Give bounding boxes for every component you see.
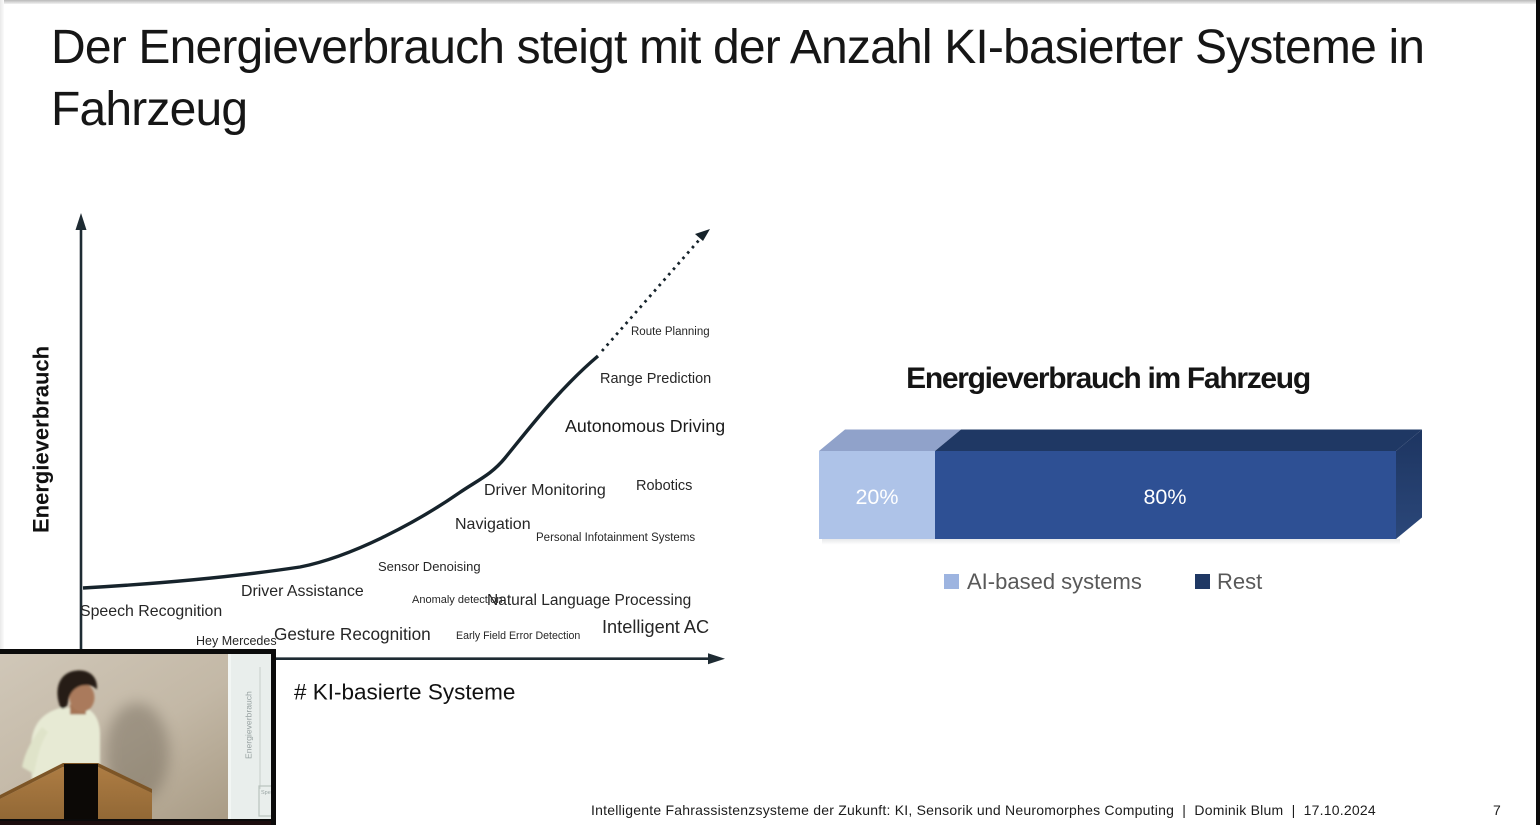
svg-text:80%: 80%: [1143, 485, 1186, 509]
svg-text:Speech Recognition: Speech Recognition: [80, 603, 222, 620]
svg-text:Intelligent AC: Intelligent AC: [602, 617, 709, 637]
svg-text:AI-based systems: AI-based systems: [967, 569, 1142, 594]
svg-text:Driver Assistance: Driver Assistance: [241, 583, 364, 600]
svg-text:Range Prediction: Range Prediction: [600, 371, 711, 387]
svg-text:Energieverbrauch: Energieverbrauch: [244, 691, 254, 759]
svg-text:Navigation: Navigation: [455, 516, 531, 533]
svg-text:Personal Infotainment Systems: Personal Infotainment Systems: [536, 532, 695, 544]
svg-text:# KI-basierte Systeme: # KI-basierte Systeme: [294, 680, 515, 705]
svg-text:Rest: Rest: [1217, 569, 1262, 594]
svg-text:Energieverbrauch im Fahrzeug: Energieverbrauch im Fahrzeug: [906, 362, 1310, 395]
svg-text:Driver Monitoring: Driver Monitoring: [484, 482, 606, 499]
svg-text:Autonomous Driving: Autonomous Driving: [565, 416, 725, 436]
svg-text:Route Planning: Route Planning: [631, 326, 710, 338]
svg-text:Natural Language Processing: Natural Language Processing: [487, 592, 691, 609]
svg-text:Robotics: Robotics: [636, 478, 692, 494]
svg-text:20%: 20%: [855, 485, 898, 509]
svg-text:Spe: Spe: [261, 790, 271, 796]
svg-text:Energieverbrauch: Energieverbrauch: [29, 346, 54, 533]
svg-text:Hey Mercedes: Hey Mercedes: [196, 634, 277, 648]
svg-text:Gesture Recognition: Gesture Recognition: [274, 624, 431, 644]
svg-text:Sensor Denoising: Sensor Denoising: [378, 559, 481, 574]
svg-text:Early Field Error Detection: Early Field Error Detection: [456, 630, 580, 642]
svg-text:Anomaly detection: Anomaly detection: [412, 594, 503, 606]
